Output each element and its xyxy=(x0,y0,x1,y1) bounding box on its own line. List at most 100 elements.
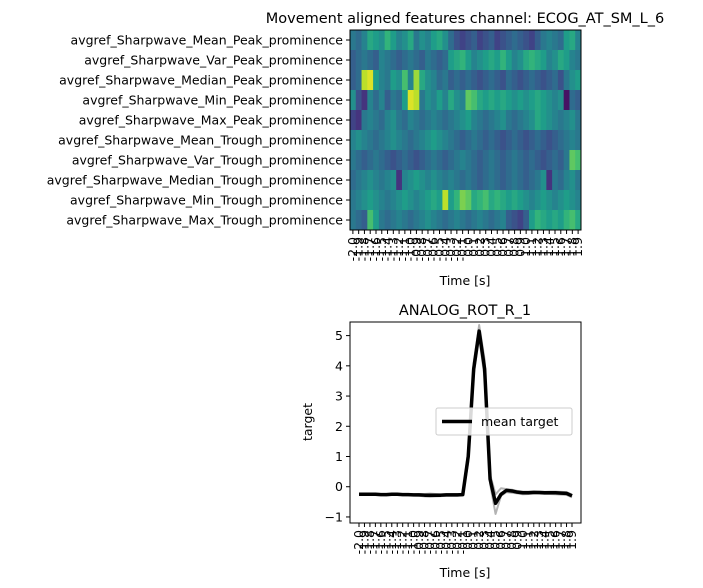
heatmap-x-tick-label: -1.7 xyxy=(362,237,377,261)
heatmap-cell xyxy=(413,190,420,211)
heatmap-cell xyxy=(488,210,495,231)
heatmap-cell xyxy=(477,30,484,51)
heatmap-cell xyxy=(482,150,489,171)
heatmap-cell xyxy=(505,150,513,171)
heatmap-x-tick-label: 0.5 xyxy=(489,237,504,257)
heatmap-cell xyxy=(419,110,426,131)
line-x-tick-label: 1.4 xyxy=(537,530,552,550)
heatmap-cell xyxy=(563,30,570,51)
heatmap-cell xyxy=(540,150,547,171)
heatmap-row-label: avgref_Sharpwave_Var_Peak_prominence xyxy=(84,53,343,68)
heatmap-cell xyxy=(534,70,541,91)
heatmap-x-tick-label: 0.3 xyxy=(478,237,493,257)
heatmap-cell xyxy=(575,190,582,211)
heatmap-cell xyxy=(517,110,524,131)
heatmap-frame xyxy=(349,29,582,231)
heatmap-cell xyxy=(459,170,466,191)
heatmap-cell xyxy=(355,50,362,71)
heatmap-cell xyxy=(529,170,536,191)
heatmap-cell xyxy=(350,50,357,71)
heatmap-cell xyxy=(505,130,513,151)
heatmap-cell xyxy=(471,130,478,151)
heatmap-cell xyxy=(546,150,553,171)
heatmap-cell xyxy=(552,110,559,131)
heatmap-cell xyxy=(390,30,397,51)
heatmap-cell xyxy=(425,110,432,131)
heatmap-cell xyxy=(401,210,409,231)
heatmap-cell xyxy=(378,150,386,171)
line-chart: ANALOG_ROT_R_1 −1 0 1 2 3 4 5 -2.0-1.9-1.8-1.7… xyxy=(300,303,582,580)
heatmap-cell xyxy=(511,90,518,111)
heatmap-cell xyxy=(390,170,397,191)
heatmap-cell xyxy=(540,50,547,71)
heatmap-cell xyxy=(511,50,518,71)
heatmap-cell xyxy=(419,70,426,91)
heatmap-cell xyxy=(401,50,409,71)
heatmap-cell xyxy=(373,110,380,131)
heatmap-cell xyxy=(511,190,518,211)
heatmap-cell xyxy=(534,50,541,71)
heatmap-cell xyxy=(488,190,495,211)
heatmap-cell xyxy=(350,70,357,91)
heatmap-cell xyxy=(425,90,432,111)
line-x-tick-label: -1.7 xyxy=(367,530,382,554)
heatmap-cell xyxy=(384,70,391,91)
heatmap-cell xyxy=(448,190,455,211)
heatmap-cell xyxy=(430,50,438,71)
heatmap-cell xyxy=(430,170,438,191)
heatmap-cell xyxy=(442,150,449,171)
line-x-tick-label: 0.6 xyxy=(493,530,508,550)
heatmap-cell xyxy=(413,210,420,231)
heatmap-cell xyxy=(384,210,391,231)
line-y-tick-label: 2 xyxy=(335,419,343,434)
heatmap-cell xyxy=(552,130,559,151)
heatmap-cell xyxy=(517,170,524,191)
heatmap-cell xyxy=(500,110,507,131)
heatmap-cell xyxy=(471,110,478,131)
heatmap-cell xyxy=(459,110,466,131)
heatmap-cell xyxy=(517,210,524,231)
heatmap-cell xyxy=(407,210,414,231)
heatmap-cell xyxy=(378,50,386,71)
heatmap-cell xyxy=(546,170,553,191)
heatmap-row-label: avgref_Sharpwave_Min_Peak_prominence xyxy=(82,93,343,108)
heatmap-cell xyxy=(350,30,357,51)
heatmap-cell xyxy=(465,150,472,171)
heatmap-cell xyxy=(523,110,530,131)
heatmap-cell xyxy=(505,30,513,51)
heatmap-cell xyxy=(552,190,559,211)
heatmap-cell xyxy=(557,170,565,191)
heatmap-cell xyxy=(529,70,536,91)
heatmap-cell xyxy=(350,170,357,191)
heatmap-cell xyxy=(384,130,391,151)
heatmap-cell xyxy=(373,70,380,91)
heatmap-cell xyxy=(500,150,507,171)
heatmap-cell xyxy=(534,190,541,211)
heatmap-cell xyxy=(378,210,386,231)
heatmap-cell xyxy=(453,190,461,211)
heatmap-cell xyxy=(471,50,478,71)
line-y-axis-label: target xyxy=(300,403,315,441)
line-x-tick-label: 0.5 xyxy=(488,530,503,550)
heatmap-cell xyxy=(505,170,513,191)
heatmap-cell xyxy=(557,70,565,91)
heatmap-cell xyxy=(384,30,391,51)
heatmap-cell xyxy=(425,150,432,171)
heatmap-cell xyxy=(546,70,553,91)
heatmap-cell xyxy=(378,90,386,111)
line-x-tick-label: 1.1 xyxy=(520,530,535,550)
heatmap-cell xyxy=(453,30,461,51)
heatmap-cell xyxy=(575,90,582,111)
heatmap-cell xyxy=(523,190,530,211)
heatmap-cell xyxy=(494,190,501,211)
heatmap-cell xyxy=(430,90,438,111)
heatmap-row-label: avgref_Sharpwave_Var_Trough_prominence xyxy=(72,153,343,168)
heatmap-cell xyxy=(448,90,455,111)
heatmap-cell xyxy=(523,90,530,111)
heatmap-cell xyxy=(390,130,397,151)
heatmap-x-tick-label: -1.4 xyxy=(380,237,395,261)
heatmap-cell xyxy=(401,190,409,211)
heatmap-cell xyxy=(569,210,576,231)
heatmap-cell xyxy=(552,50,559,71)
line-x-tick-label: -0.7 xyxy=(422,530,437,554)
